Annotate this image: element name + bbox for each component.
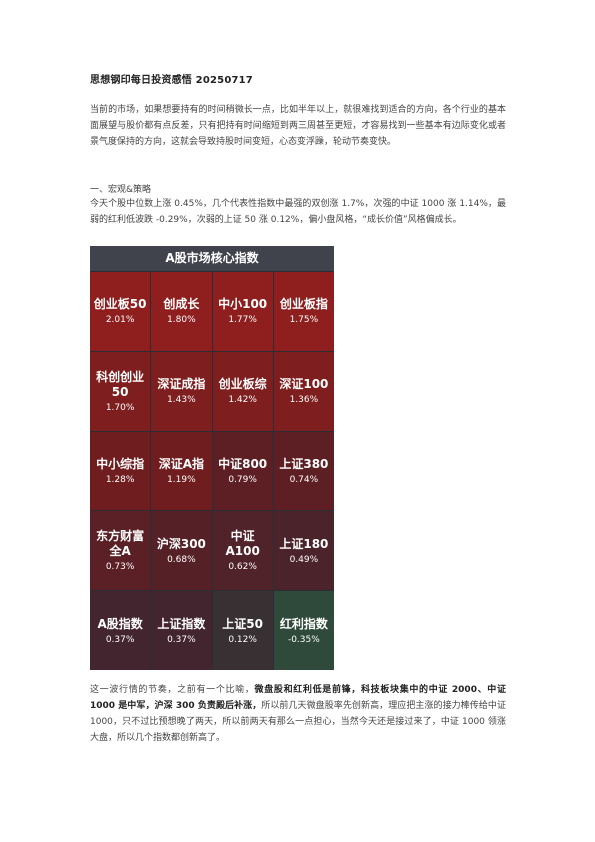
closing-lead-text: 这一波行情的节奏，之前有一个比喻， bbox=[90, 685, 255, 695]
index-change: 0.73% bbox=[105, 562, 135, 573]
heatmap-cell[interactable]: 创业板指 1.75% bbox=[273, 272, 334, 351]
heatmap-cell[interactable]: 创成长 1.80% bbox=[151, 272, 212, 351]
index-name: 上证380 bbox=[279, 456, 329, 471]
heatmap-cell[interactable]: A股指数 0.37% bbox=[90, 591, 151, 670]
index-name: 中小100 bbox=[218, 297, 268, 312]
index-name: 中证A100 bbox=[225, 529, 260, 559]
index-name: 红利指数 bbox=[279, 616, 328, 631]
closing-bold-text: 微盘股和红利低是前锋，科技板块集中的中证 2000、中证 1000 是中军，沪深… bbox=[90, 685, 506, 711]
index-name: 中证800 bbox=[218, 456, 268, 471]
index-change: 1.28% bbox=[105, 474, 135, 485]
index-name: 沪深300 bbox=[156, 536, 206, 551]
index-name: 中小综指 bbox=[96, 456, 145, 471]
heatmap-cell[interactable]: 上证50 0.12% bbox=[212, 591, 273, 670]
index-name: 东方财富全A bbox=[96, 529, 145, 559]
index-name: A股指数 bbox=[97, 616, 143, 631]
closing-tail-text: 所以前几天微盘股率先创新高，理应把主涨的接力棒传给中证 1000，只不过比预想晚… bbox=[90, 701, 506, 743]
heatmap-cell[interactable]: 中小100 1.77% bbox=[212, 272, 273, 351]
index-change: 1.19% bbox=[167, 474, 196, 485]
index-name: 上证指数 bbox=[157, 616, 206, 631]
index-change: 1.77% bbox=[228, 315, 257, 326]
index-change: 2.01% bbox=[105, 315, 135, 326]
heatmap-cell[interactable]: 上证380 0.74% bbox=[273, 431, 334, 511]
document-title: 思想钢印每日投资感悟 20250717 bbox=[90, 75, 253, 86]
heatmap-cell[interactable]: 红利指数 -0.35% bbox=[273, 591, 334, 670]
index-heatmap: A股市场核心指数 创业板50 2.01% 创成长 1.80% 中小100 1.77% 创业板… bbox=[90, 246, 334, 670]
index-name: 深证A指 bbox=[158, 456, 205, 471]
heatmap-cell[interactable]: 创业板综 1.42% bbox=[212, 351, 273, 431]
section-paragraph: 今天个股中位数上涨 0.45%，几个代表性指数中最强的双创涨 1.7%，次强的中… bbox=[90, 199, 506, 225]
index-name: 创业板指 bbox=[279, 297, 328, 312]
index-change: 1.80% bbox=[167, 315, 196, 326]
heatmap-cell[interactable]: 深证100 1.36% bbox=[273, 351, 334, 431]
index-change: 1.70% bbox=[105, 402, 135, 413]
index-change: 1.75% bbox=[289, 315, 319, 326]
index-change: 0.37% bbox=[167, 634, 196, 645]
heatmap-cell[interactable]: 沪深300 0.68% bbox=[151, 511, 212, 591]
index-change: 0.12% bbox=[228, 634, 257, 645]
index-change: 0.37% bbox=[105, 634, 135, 645]
index-change: 0.79% bbox=[228, 474, 257, 485]
heatmap-cell[interactable]: 中证A100 0.62% bbox=[212, 511, 273, 591]
index-name: 上证50 bbox=[222, 616, 263, 631]
heatmap-grid: 创业板50 2.01% 创成长 1.80% 中小100 1.77% 创业板指 1.75% 科创创… bbox=[90, 272, 334, 670]
index-name: 深证100 bbox=[279, 377, 329, 392]
index-change: 1.36% bbox=[289, 395, 319, 406]
index-name: 创业板综 bbox=[218, 377, 267, 392]
index-change: 0.49% bbox=[289, 554, 319, 565]
heatmap-title: A股市场核心指数 bbox=[90, 246, 334, 271]
heatmap-cell[interactable]: 深证A指 1.19% bbox=[151, 431, 212, 511]
index-change: 0.74% bbox=[289, 474, 319, 485]
index-change: 1.42% bbox=[228, 395, 257, 406]
index-change: -0.35% bbox=[287, 634, 320, 645]
index-name: 深证成指 bbox=[157, 377, 206, 392]
index-change: 1.43% bbox=[167, 395, 196, 406]
index-name: 上证180 bbox=[279, 536, 329, 551]
index-name: 创成长 bbox=[163, 297, 200, 312]
index-change: 0.62% bbox=[228, 562, 257, 573]
heatmap-cell[interactable]: 上证180 0.49% bbox=[273, 511, 334, 591]
index-name: 科创创业50 bbox=[96, 369, 145, 399]
heatmap-cell[interactable]: 上证指数 0.37% bbox=[151, 591, 212, 670]
heatmap-cell[interactable]: 科创创业50 1.70% bbox=[90, 351, 151, 431]
index-change: 0.68% bbox=[167, 554, 196, 565]
heatmap-cell[interactable]: 深证成指 1.43% bbox=[151, 351, 212, 431]
heatmap-cell[interactable]: 东方财富全A 0.73% bbox=[90, 511, 151, 591]
heatmap-cell[interactable]: 创业板50 2.01% bbox=[90, 272, 151, 351]
closing-paragraph: 这一波行情的节奏，之前有一个比喻，微盘股和红利低是前锋，科技板块集中的中证 20… bbox=[90, 682, 506, 746]
heatmap-cell[interactable]: 中小综指 1.28% bbox=[90, 431, 151, 511]
section-heading: 一、宏观&策略 bbox=[90, 185, 152, 195]
intro-paragraph: 当前的市场，如果想要持有的时间稍微长一点，比如半年以上，就很难找到适合的方向，各… bbox=[90, 105, 506, 147]
index-name: 创业板50 bbox=[93, 297, 147, 312]
heatmap-cell[interactable]: 中证800 0.79% bbox=[212, 431, 273, 511]
